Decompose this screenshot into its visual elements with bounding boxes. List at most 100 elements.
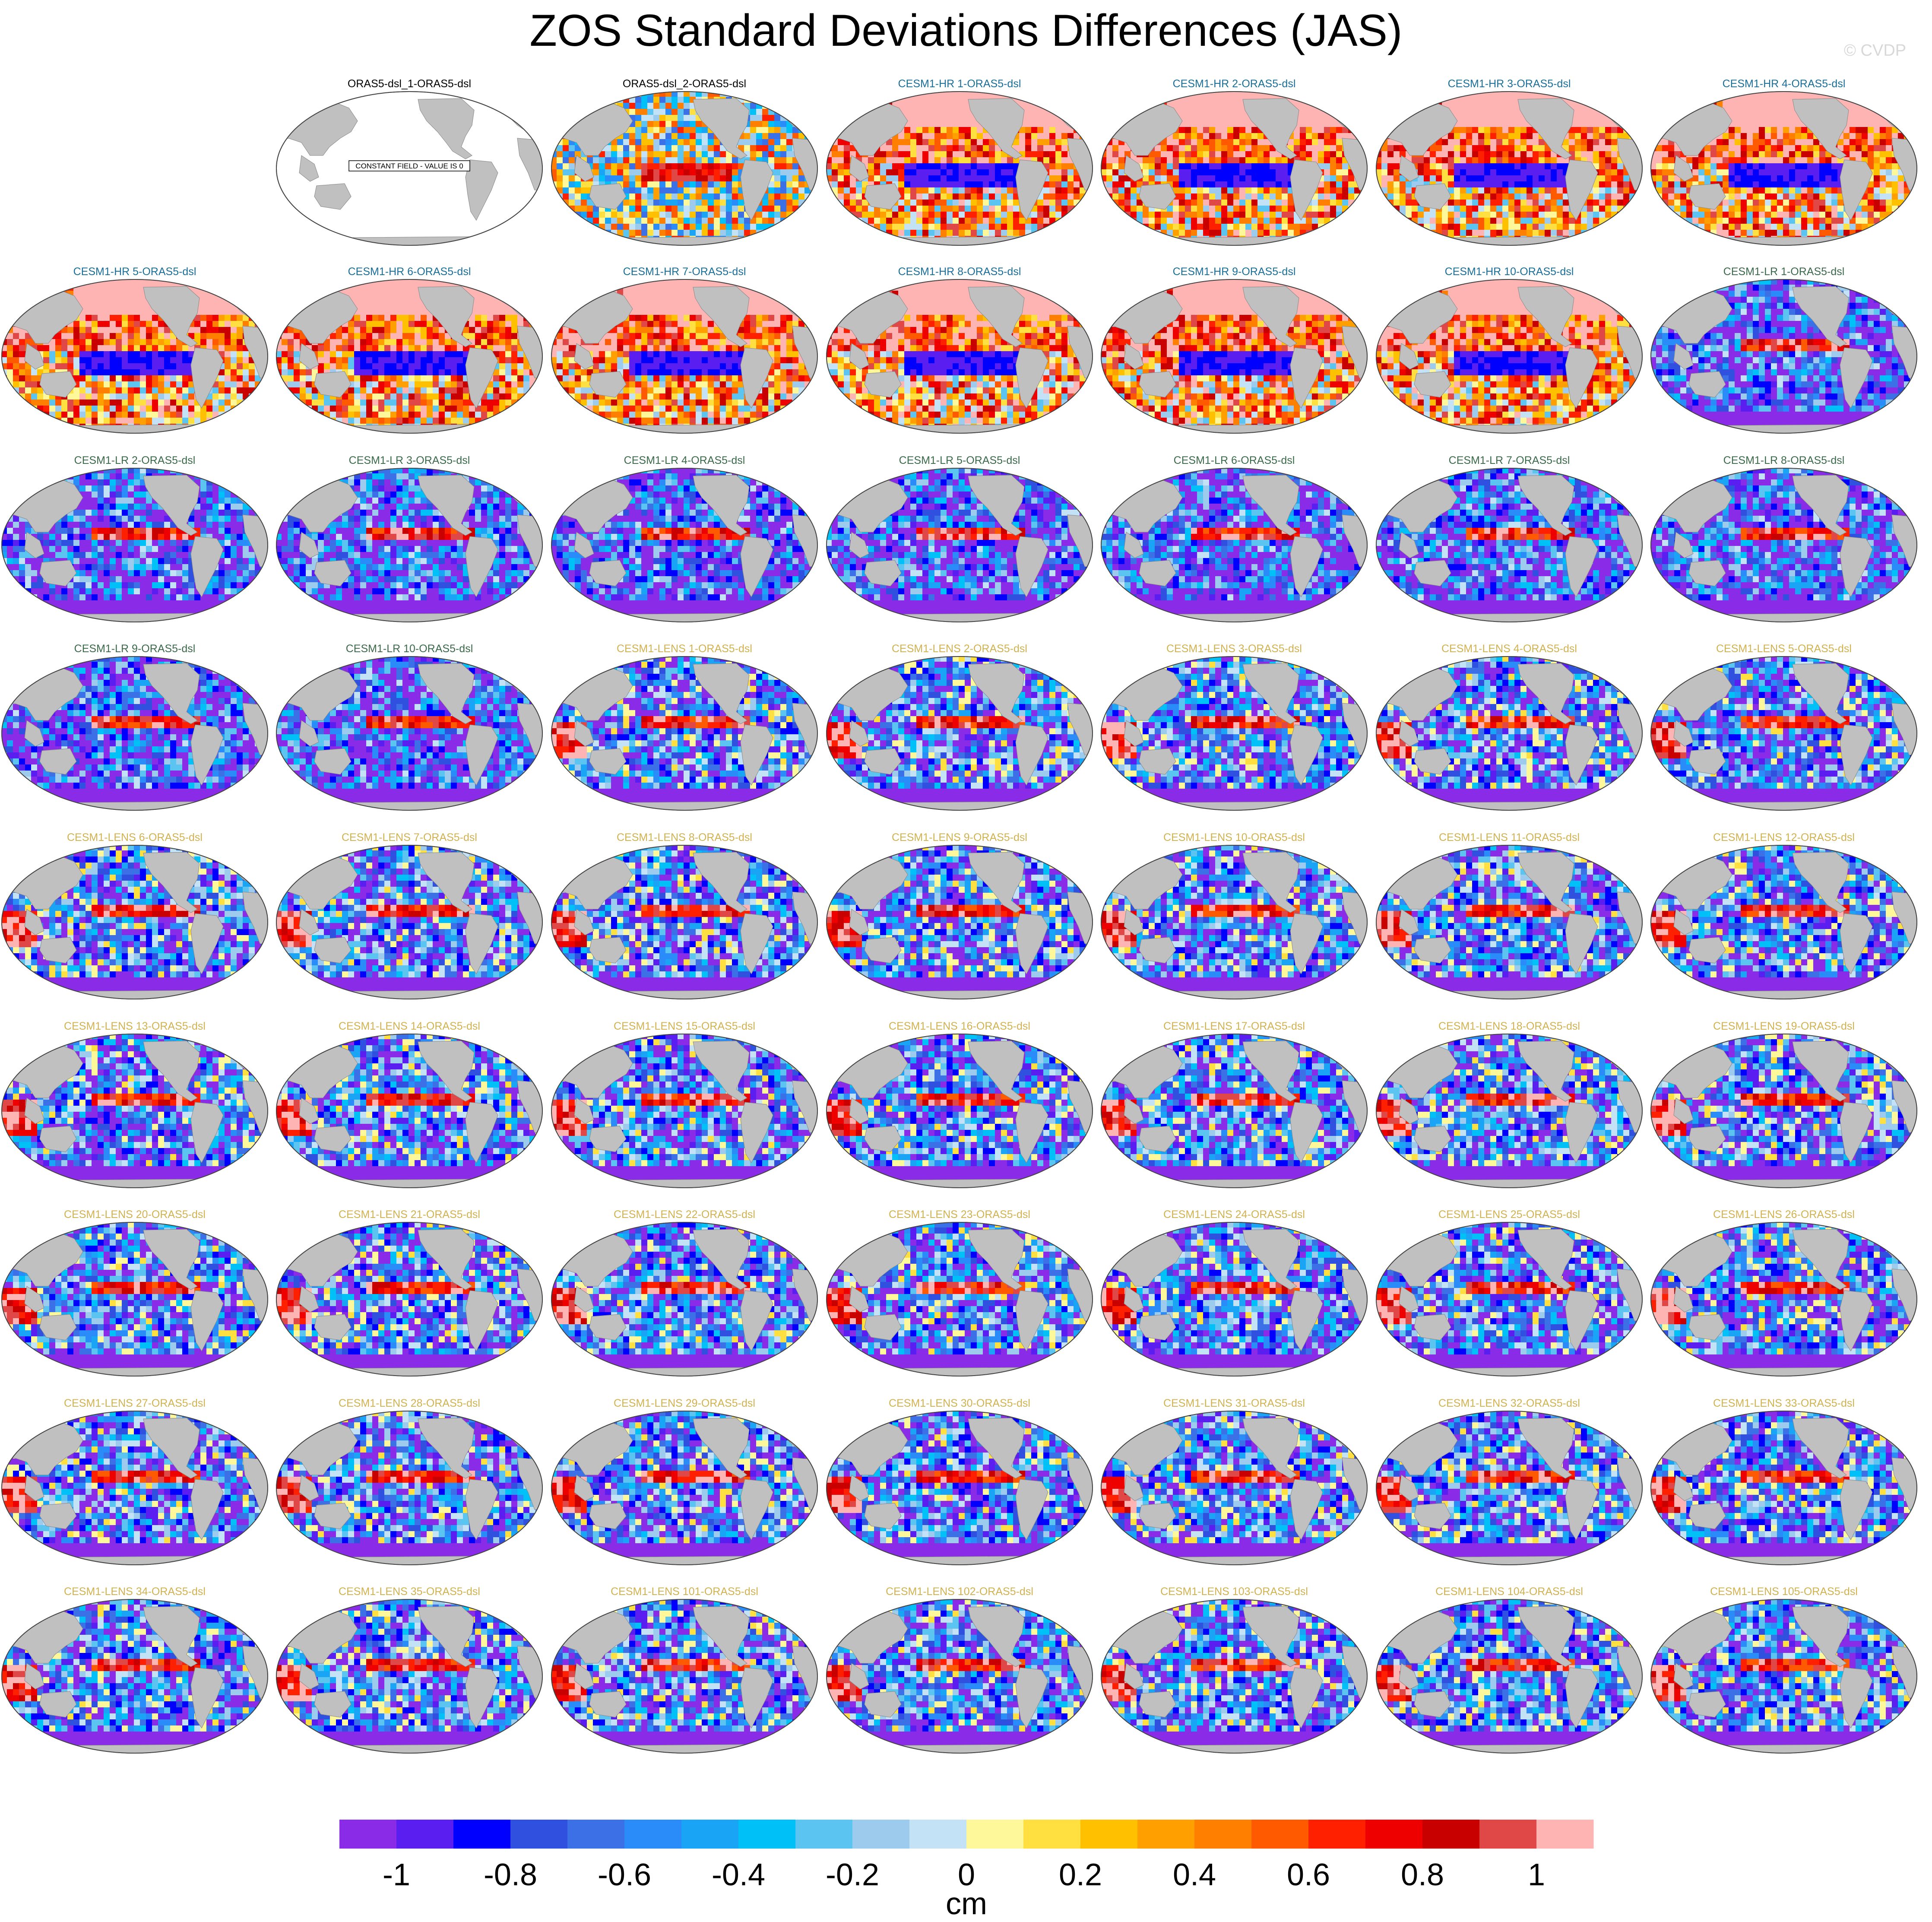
field-cell [1587, 145, 1593, 151]
field-cell [1662, 121, 1668, 127]
field-cell [953, 103, 959, 109]
field-cell [1508, 115, 1514, 121]
field-cell [1910, 115, 1916, 121]
field-cell [1436, 151, 1442, 157]
field-cell [1197, 230, 1203, 236]
field-cell [696, 139, 702, 145]
field-cell [1617, 242, 1623, 248]
field-cell [635, 121, 641, 127]
field-cell [817, 236, 823, 242]
field-cell [1668, 109, 1674, 115]
field-cell [850, 187, 856, 193]
field-cell [665, 115, 671, 121]
field-cell [1031, 212, 1037, 218]
field-cell [904, 127, 910, 133]
field-cell [1191, 97, 1197, 103]
field-cell [1001, 187, 1007, 193]
field-cell [1312, 145, 1318, 151]
field-cell [941, 187, 947, 193]
field-cell [1342, 91, 1348, 97]
field-cell [1049, 193, 1055, 200]
field-cell [1539, 224, 1545, 230]
field-cell [1599, 133, 1605, 139]
field-cell [856, 187, 862, 193]
field-cell [1569, 91, 1575, 97]
field-cell [1611, 163, 1617, 169]
field-cell [1430, 218, 1436, 224]
field-cell [1007, 163, 1013, 169]
field-cell [1381, 103, 1387, 109]
field-cell [1037, 139, 1043, 145]
field-cell [1575, 139, 1581, 145]
field-cell [726, 169, 732, 175]
field-cell [1641, 157, 1647, 163]
field-cell [1300, 127, 1306, 133]
field-cell [1508, 200, 1514, 206]
field-cell [1251, 163, 1257, 169]
field-cell [1143, 169, 1149, 175]
field-cell [1100, 218, 1106, 224]
field-cell [904, 224, 910, 230]
field-cell [1418, 97, 1424, 103]
field-cell [971, 187, 977, 193]
field-cell [1394, 242, 1400, 248]
field-cell [762, 206, 768, 212]
field-cell [1221, 181, 1227, 187]
field-cell [1251, 181, 1257, 187]
field-cell [1354, 230, 1360, 236]
field-cell [928, 218, 934, 224]
field-cell [1735, 109, 1741, 115]
field-cell [965, 230, 971, 236]
field-cell [1587, 218, 1593, 224]
field-cell [1330, 139, 1336, 145]
field-cell [838, 109, 844, 115]
field-cell [995, 206, 1001, 212]
field-cell [659, 133, 665, 139]
field-cell [811, 212, 817, 218]
field-cell [798, 193, 804, 200]
field-cell [1587, 242, 1593, 248]
field-cell [811, 109, 817, 115]
field-cell [623, 224, 629, 230]
field-cell [1001, 157, 1007, 163]
field-cell [941, 206, 947, 212]
field-cell [696, 127, 702, 133]
field-cell [1387, 236, 1394, 242]
field-cell [1747, 103, 1753, 109]
field-cell [922, 169, 928, 175]
field-cell [1330, 242, 1336, 248]
field-cell [1599, 187, 1605, 193]
field-cell [1629, 236, 1635, 242]
field-cell [629, 139, 635, 145]
field-cell [1387, 175, 1394, 181]
field-cell [1155, 175, 1161, 181]
field-cell [804, 230, 811, 236]
field-cell [1061, 157, 1067, 163]
field-cell [780, 230, 786, 236]
field-cell [916, 200, 922, 206]
field-cell [1472, 139, 1478, 145]
field-cell [1294, 242, 1300, 248]
field-cell [1167, 139, 1173, 145]
field-cell [1551, 163, 1557, 169]
field-cell [1366, 200, 1372, 206]
field-cell [1605, 224, 1611, 230]
field-cell [1167, 242, 1173, 248]
field-cell [1490, 115, 1496, 121]
field-cell [804, 218, 811, 224]
field-cell [702, 206, 708, 212]
field-cell [1551, 169, 1557, 175]
field-cell [780, 175, 786, 181]
field-cell [1520, 157, 1527, 163]
field-cell [1061, 193, 1067, 200]
field-cell [575, 181, 581, 187]
field-cell [1031, 97, 1037, 103]
field-cell [1741, 115, 1747, 121]
field-cell [977, 145, 983, 151]
field-cell [1312, 109, 1318, 115]
field-cell [617, 145, 623, 151]
field-cell [641, 115, 647, 121]
field-cell [1049, 103, 1055, 109]
field-cell [1037, 218, 1043, 224]
